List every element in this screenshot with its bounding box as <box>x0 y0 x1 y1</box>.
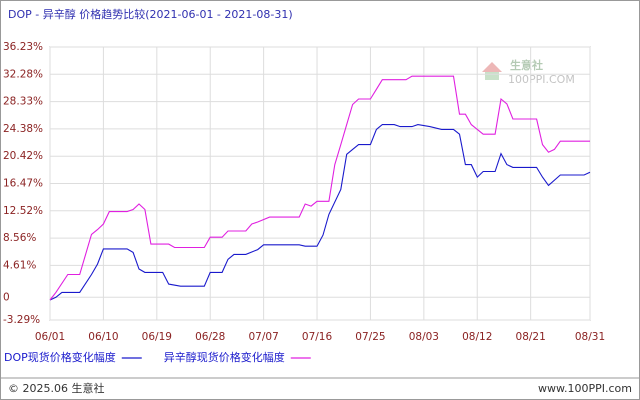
y-tick-label: 36.23% <box>3 41 43 53</box>
y-tick-label: 32.28% <box>3 68 43 80</box>
x-tick-label: 06/28 <box>195 331 225 343</box>
watermark-name: 生意社 <box>510 58 543 72</box>
x-tick-label: 08/12 <box>462 331 492 343</box>
footer-right: www.100PPI.com <box>538 382 632 395</box>
series-line <box>49 124 591 301</box>
chart-title: DOP - 异辛醇 价格趋势比较(2021-06-01 - 2021-08-31… <box>8 7 293 21</box>
y-tick-label: -3.29% <box>3 314 40 326</box>
x-tick-label: 07/25 <box>355 331 385 343</box>
x-tick-label: 07/07 <box>248 331 278 343</box>
watermark-logo <box>482 62 502 72</box>
legend-label: 异辛醇现货价格变化幅度 <box>164 350 285 364</box>
watermark-logo <box>485 72 499 80</box>
x-tick-label: 08/31 <box>575 331 605 343</box>
y-tick-label: 28.33% <box>3 96 43 108</box>
y-tick-label: 8.56% <box>3 232 36 244</box>
y-tick-label: 24.38% <box>3 123 43 135</box>
x-tick-label: 08/03 <box>409 331 439 343</box>
x-tick-label: 06/01 <box>35 331 65 343</box>
footer-left: © 2025.06 生意社 <box>8 381 104 395</box>
y-tick-label: 0 <box>3 291 10 303</box>
x-tick-label: 06/19 <box>142 331 172 343</box>
y-tick-label: 4.61% <box>3 259 36 271</box>
legend-label: DOP现货价格变化幅度 <box>4 350 116 364</box>
watermark-site: 100PPI.COM <box>508 73 575 86</box>
x-tick-label: 07/16 <box>302 331 333 343</box>
x-tick-label: 06/10 <box>88 331 118 343</box>
y-tick-label: 16.47% <box>3 178 43 190</box>
y-tick-label: 20.42% <box>3 150 43 162</box>
x-tick-label: 08/21 <box>516 331 546 343</box>
series-line <box>49 75 590 301</box>
y-tick-label: 12.52% <box>3 205 43 217</box>
watermark: 生意社 100PPI.COM <box>482 58 575 86</box>
